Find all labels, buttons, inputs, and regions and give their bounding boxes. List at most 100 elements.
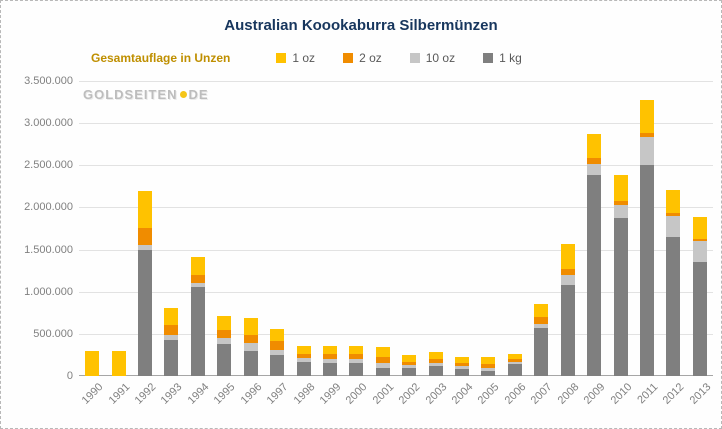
bar-segment [428, 363, 443, 366]
legend-swatch-icon [483, 53, 494, 63]
bar-segment [481, 357, 496, 364]
bar-segment [217, 338, 232, 344]
bar-segment [481, 371, 496, 376]
x-tick-label: 1998 [291, 381, 318, 407]
bar-segment [587, 158, 602, 164]
bar-segment [587, 164, 602, 175]
gridline [79, 292, 713, 293]
x-tick-label: 2012 [661, 381, 687, 407]
bar-segment [349, 354, 364, 359]
bar-segment [560, 269, 575, 275]
bar-segment [296, 358, 311, 362]
bar-segment [322, 363, 337, 376]
x-tick-label: 1995 [211, 381, 238, 407]
bar-segment [587, 175, 602, 376]
x-tick-label: 1993 [159, 381, 185, 407]
bar-segment [402, 362, 417, 365]
bar-segment [243, 343, 258, 351]
legend-items: 1 oz 2 oz 10 oz 1 kg [276, 51, 549, 65]
bar-segment [402, 365, 417, 368]
legend-item: 1 kg [483, 51, 522, 65]
legend-title: Gesamtauflage in Unzen [91, 51, 231, 65]
x-tick-label: 1992 [132, 381, 159, 407]
legend-item-label: 2 oz [359, 51, 382, 65]
x-tick-label: 2009 [581, 381, 608, 407]
legend-item-label: 10 oz [425, 51, 456, 65]
legend-swatch-icon [343, 53, 354, 63]
bar-segment [560, 285, 575, 376]
bar-segment [692, 262, 707, 376]
bar-segment [639, 133, 654, 137]
bar-segment [560, 244, 575, 269]
bar-segment [190, 283, 205, 287]
bar-segment [613, 205, 628, 218]
gridline [79, 250, 713, 251]
bar-segment [164, 340, 179, 376]
bar-segment [481, 368, 496, 371]
bar-segment [375, 357, 390, 363]
bar-segment [243, 351, 258, 376]
legend-item: 10 oz [409, 51, 456, 65]
bar-segment [639, 137, 654, 165]
x-tick-label: 2002 [396, 381, 423, 407]
y-tick-label: 2.500.000 [24, 159, 73, 172]
legend-item-label: 1 oz [292, 51, 316, 65]
bar-segment [111, 351, 126, 376]
bar-segment [270, 350, 285, 355]
x-tick-label: 2004 [449, 381, 476, 407]
x-tick-label: 1991 [106, 381, 133, 407]
x-tick-label: 1996 [238, 381, 265, 407]
chart-title: Australian Koookaburra Silbermünzen [224, 17, 498, 34]
bar-segment [375, 363, 390, 368]
legend-swatch-icon [276, 53, 287, 63]
x-tick-label: 2003 [423, 381, 450, 407]
legend-item-label: 1 kg [499, 51, 522, 65]
bar-segment [534, 328, 549, 376]
watermark: GOLDSEITEN DE [83, 87, 209, 102]
bar-segment [322, 354, 337, 359]
x-tick-label: 2011 [635, 381, 661, 407]
bar-segment [190, 275, 205, 283]
watermark-text-right: DE [188, 87, 209, 102]
bar-segment [138, 191, 153, 228]
bar-segment [138, 250, 153, 376]
y-tick-label: 3.500.000 [24, 75, 73, 87]
x-tick-label: 2000 [344, 381, 370, 407]
bar-segment [164, 335, 179, 340]
bar-segment [190, 257, 205, 275]
bar-segment [534, 317, 549, 324]
gridline [79, 165, 713, 166]
x-tick-label: 2006 [502, 381, 529, 407]
bar-segment [507, 359, 522, 362]
y-tick-label: 3.000.000 [24, 117, 73, 130]
bar-segment [217, 344, 232, 376]
bar-segment [296, 354, 311, 358]
bar-segment [270, 329, 285, 341]
y-tick-label: 2.000.000 [24, 201, 73, 214]
bar-segment [217, 316, 232, 330]
x-tick-label: 2010 [608, 381, 635, 407]
bar-segment [164, 325, 179, 335]
bar-segment [507, 364, 522, 376]
bar-segment [322, 346, 337, 354]
bar-segment [349, 363, 364, 376]
bar-segment [455, 369, 470, 376]
bar-segment [270, 341, 285, 350]
x-axis-line [79, 375, 713, 376]
x-tick-label: 2013 [687, 381, 714, 407]
bar-segment [666, 216, 681, 237]
bar-segment [692, 239, 707, 241]
bar-segment [296, 362, 311, 376]
bar-segment [164, 308, 179, 325]
x-tick-label: 1994 [185, 381, 212, 407]
legend-item: 2 oz [343, 51, 382, 65]
bar-segment [428, 352, 443, 359]
bar-segment [349, 359, 364, 363]
x-tick-label: 1997 [264, 381, 291, 407]
watermark-dot-icon [179, 91, 187, 98]
bar-segment [138, 228, 153, 245]
bar-segment [190, 287, 205, 376]
bar-segment [375, 347, 390, 357]
bar-segment [322, 359, 337, 363]
